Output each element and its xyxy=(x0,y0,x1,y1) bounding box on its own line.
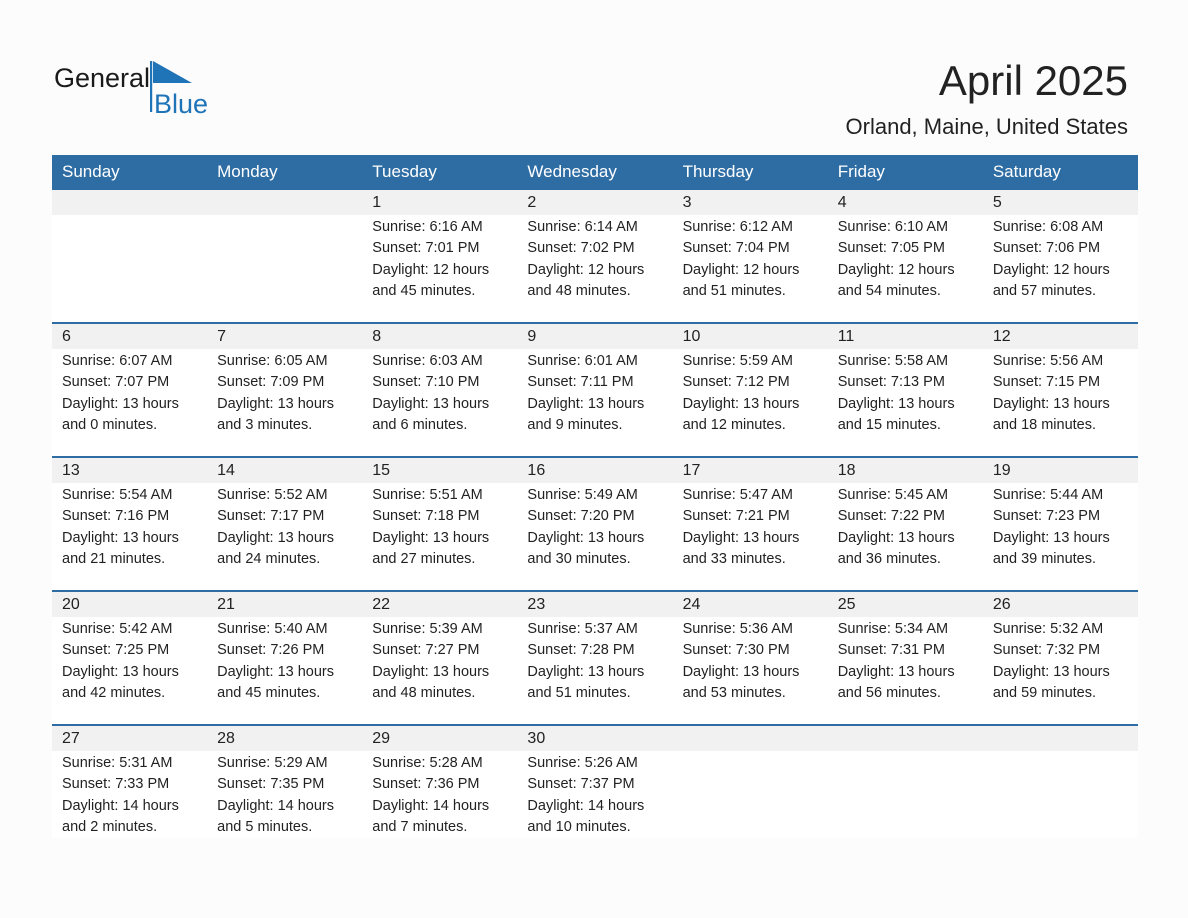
svg-text:Blue: Blue xyxy=(154,89,208,119)
svg-text:General: General xyxy=(54,63,150,93)
